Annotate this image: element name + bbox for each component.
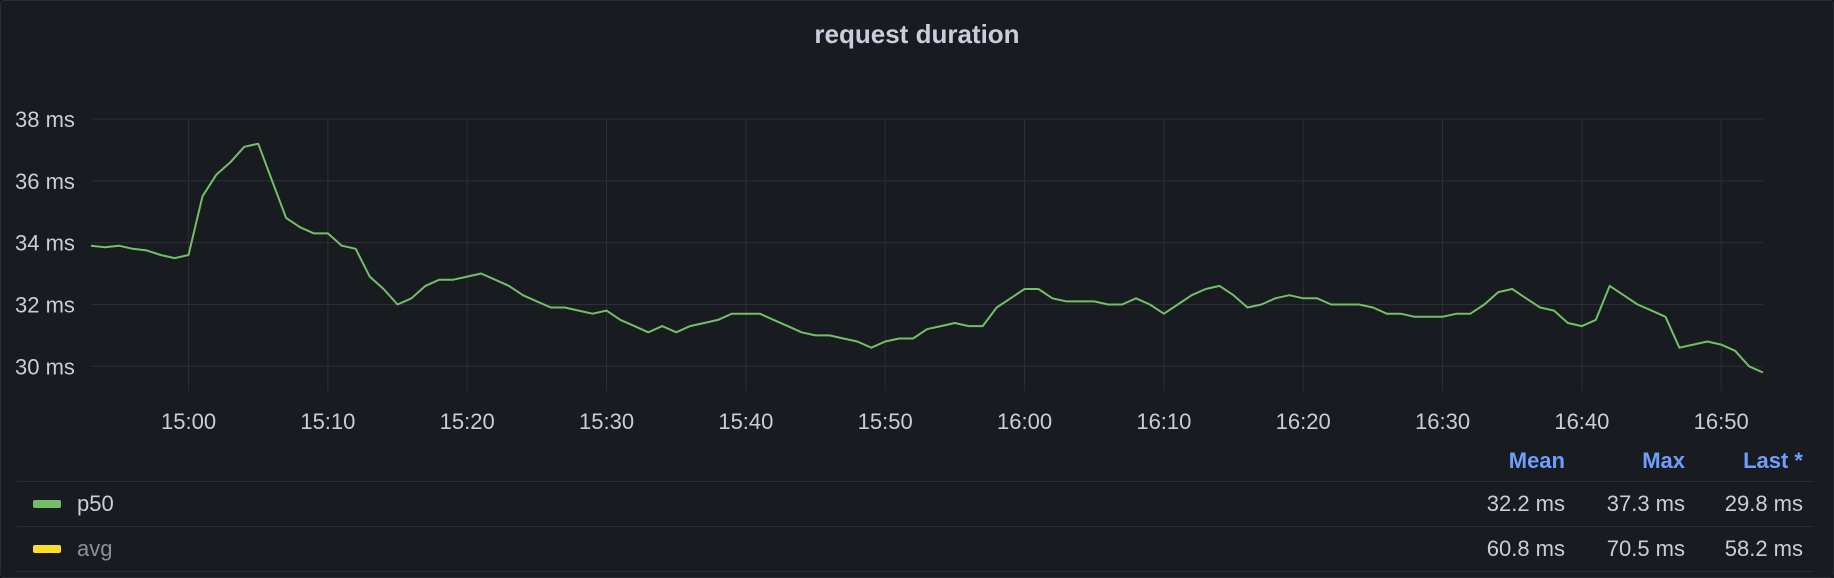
panel-title: request duration — [814, 19, 1020, 49]
x-tick-label: 15:30 — [579, 409, 634, 431]
legend-series-name[interactable]: avg — [77, 536, 113, 561]
y-tick-label: 32 ms — [15, 292, 75, 317]
legend-table: Mean Max Last * p50 32.2 ms 37.3 ms 29.8… — [17, 441, 1813, 572]
x-tick-label: 15:10 — [300, 409, 355, 431]
legend-row-avg[interactable]: avg 60.8 ms 70.5 ms 58.2 ms — [17, 527, 1813, 572]
legend-last-value: 58.2 ms — [1724, 536, 1803, 561]
series-lines — [90, 142, 1764, 374]
legend-row-p50[interactable]: p50 32.2 ms 37.3 ms 29.8 ms — [17, 482, 1813, 527]
x-tick-label: 16:50 — [1694, 409, 1749, 431]
x-tick-label: 15:50 — [858, 409, 913, 431]
series-color-swatch[interactable] — [33, 545, 61, 553]
legend-header: Mean Max Last * — [17, 441, 1813, 482]
x-axis-ticks: 15:00 15:10 15:20 15:30 15:40 15:50 16:00 16:10… — [161, 409, 1749, 431]
y-tick-label: 30 ms — [15, 354, 75, 379]
series-color-swatch[interactable] — [33, 500, 61, 508]
legend-mean-value: 32.2 ms — [1486, 491, 1565, 516]
legend-header-mean[interactable]: Mean — [1508, 448, 1565, 473]
x-tick-label: 16:40 — [1554, 409, 1609, 431]
legend-max-value: 37.3 ms — [1606, 491, 1685, 516]
y-tick-label: 38 ms — [15, 107, 75, 132]
x-tick-label: 16:00 — [997, 409, 1052, 431]
legend-series-name[interactable]: p50 — [77, 491, 114, 516]
x-tick-label: 16:20 — [1276, 409, 1331, 431]
y-axis-ticks: 30 ms 32 ms 34 ms 36 ms 38 ms — [15, 107, 75, 379]
x-tick-label: 16:30 — [1415, 409, 1470, 431]
legend-mean-value: 60.8 ms — [1486, 536, 1565, 561]
y-tick-label: 34 ms — [15, 231, 75, 256]
grid — [91, 118, 1763, 391]
legend-last-value: 29.8 ms — [1724, 491, 1803, 516]
line-chart[interactable]: 30 ms 32 ms 34 ms 36 ms 38 ms 15:00 15:10 15:2… — [1, 1, 1834, 431]
x-tick-label: 15:00 — [161, 409, 216, 431]
legend-max-value: 70.5 ms — [1606, 536, 1685, 561]
y-tick-label: 36 ms — [15, 169, 75, 194]
series-line-p50[interactable] — [90, 142, 1764, 374]
x-tick-label: 15:20 — [440, 409, 495, 431]
legend-header-last[interactable]: Last * — [1743, 448, 1803, 473]
x-tick-label: 15:40 — [718, 409, 773, 431]
x-tick-label: 16:10 — [1136, 409, 1191, 431]
legend-header-max[interactable]: Max — [1642, 448, 1685, 473]
